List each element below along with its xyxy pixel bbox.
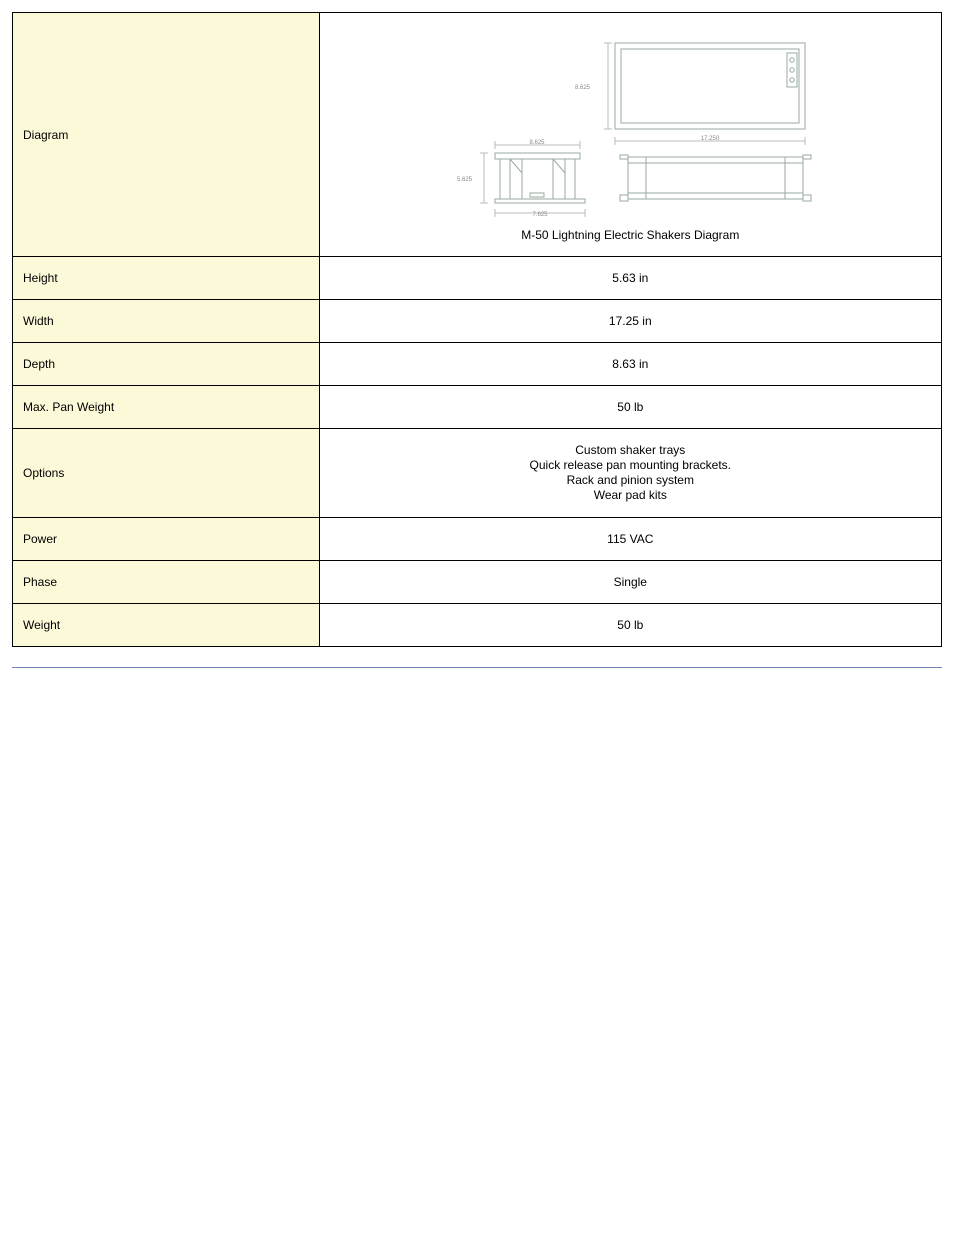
options-list: Custom shaker trays Quick release pan mo… <box>330 443 931 503</box>
label-options: Options <box>13 429 320 518</box>
label-depth: Depth <box>13 343 320 386</box>
row-phase: Phase Single <box>13 561 942 604</box>
value-width: 17.25 in <box>319 300 941 343</box>
dim-top-w: 17.250 <box>701 136 720 142</box>
value-height: 5.63 in <box>319 257 941 300</box>
value-options: Custom shaker trays Quick release pan mo… <box>319 429 941 518</box>
option-line: Quick release pan mounting brackets. <box>330 458 931 473</box>
row-height: Height 5.63 in <box>13 257 942 300</box>
footer-rule <box>12 667 942 668</box>
diagram-wrap: 8.625 17.250 8.625 5.625 7.625 M-50 Ligh… <box>440 33 820 242</box>
dim-base-w: 7.625 <box>533 212 549 218</box>
option-line: Rack and pinion system <box>330 473 931 488</box>
value-phase: Single <box>319 561 941 604</box>
row-weight: Weight 50 lb <box>13 604 942 647</box>
row-maxpan: Max. Pan Weight 50 lb <box>13 386 942 429</box>
row-width: Width 17.25 in <box>13 300 942 343</box>
row-diagram: Diagram <box>13 13 942 257</box>
diagram-caption: M-50 Lightning Electric Shakers Diagram <box>440 228 820 242</box>
value-maxpan: 50 lb <box>319 386 941 429</box>
dim-front-h: 8.625 <box>575 85 591 91</box>
label-diagram: Diagram <box>13 13 320 257</box>
spec-table: Diagram <box>12 12 942 647</box>
dim-side-w: 8.625 <box>530 140 546 146</box>
cell-diagram: 8.625 17.250 8.625 5.625 7.625 M-50 Ligh… <box>319 13 941 257</box>
label-height: Height <box>13 257 320 300</box>
value-depth: 8.63 in <box>319 343 941 386</box>
label-maxpan: Max. Pan Weight <box>13 386 320 429</box>
shaker-diagram: 8.625 17.250 8.625 5.625 7.625 <box>440 33 820 218</box>
label-phase: Phase <box>13 561 320 604</box>
option-line: Custom shaker trays <box>330 443 931 458</box>
value-power: 115 VAC <box>319 518 941 561</box>
dim-side-h: 5.625 <box>457 177 473 183</box>
row-depth: Depth 8.63 in <box>13 343 942 386</box>
row-options: Options Custom shaker trays Quick releas… <box>13 429 942 518</box>
label-power: Power <box>13 518 320 561</box>
option-line: Wear pad kits <box>330 488 931 503</box>
label-weight: Weight <box>13 604 320 647</box>
label-width: Width <box>13 300 320 343</box>
value-weight: 50 lb <box>319 604 941 647</box>
row-power: Power 115 VAC <box>13 518 942 561</box>
